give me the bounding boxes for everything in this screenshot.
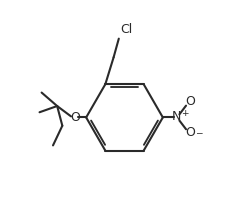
Text: N: N: [172, 110, 181, 123]
Text: O: O: [70, 111, 80, 124]
Text: O: O: [185, 126, 195, 139]
Text: O: O: [185, 95, 195, 108]
Text: +: +: [181, 109, 188, 118]
Text: Cl: Cl: [120, 22, 132, 35]
Text: −: −: [195, 128, 203, 137]
